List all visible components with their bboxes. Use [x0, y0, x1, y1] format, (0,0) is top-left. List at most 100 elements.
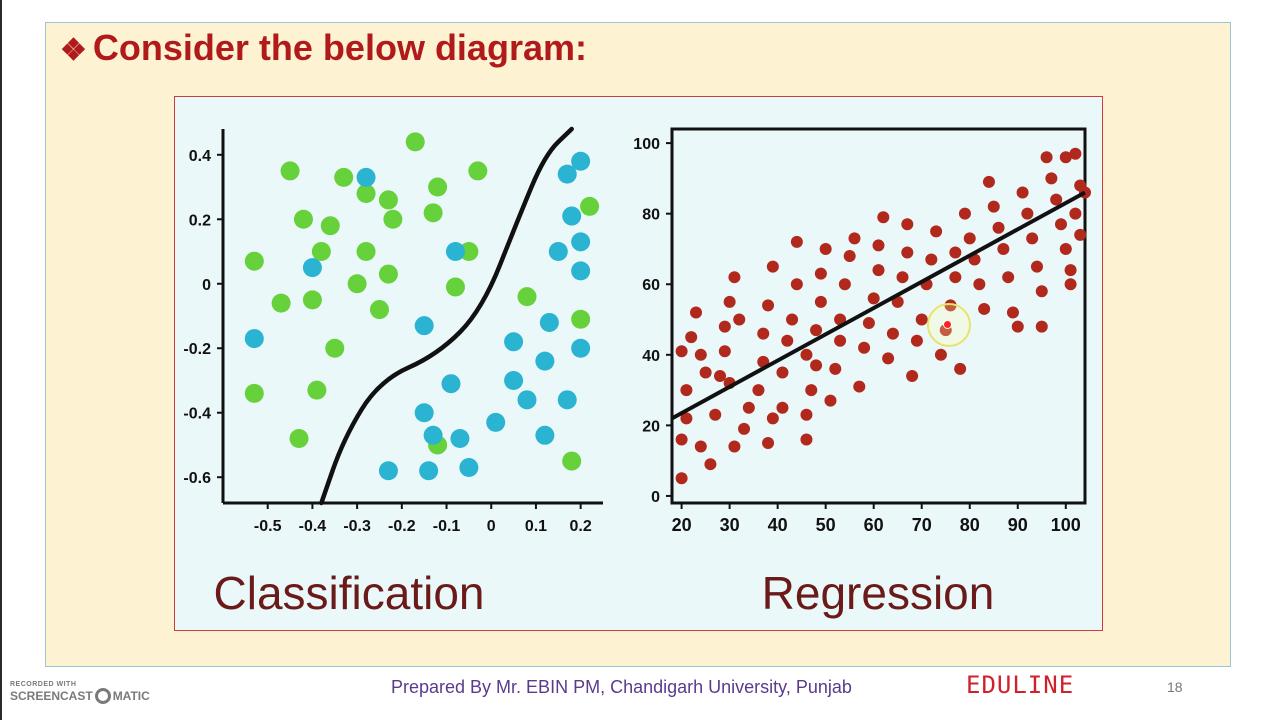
- diagram-figure: 0.4 0.2 0 -0.2 -0.4 -0.6 -0.5 -0.4 -0.3 -0.2 -0.1 0…: [174, 96, 1103, 631]
- regression-point: [901, 246, 914, 259]
- y-tick-label: -0.4: [183, 406, 211, 423]
- class-point: [383, 209, 403, 229]
- chart-caption: Regression: [762, 567, 995, 619]
- regression-point: [694, 440, 707, 453]
- diamond-bullet-icon: ❖: [60, 34, 87, 67]
- class-point: [548, 242, 568, 262]
- regression-point: [992, 221, 1005, 234]
- x-tick-label: -0.1: [433, 518, 461, 535]
- x-tick-label: 40: [768, 515, 788, 535]
- class-point: [468, 161, 488, 181]
- regression-point: [690, 306, 703, 319]
- class-point: [244, 383, 264, 403]
- regression-point: [714, 369, 727, 382]
- y-tick-label: 60: [642, 277, 660, 294]
- regression-point: [891, 295, 904, 308]
- class-point: [571, 261, 591, 281]
- class-point: [369, 300, 389, 320]
- class-point: [459, 458, 479, 478]
- class-point: [486, 412, 506, 432]
- regression-point: [1011, 320, 1024, 333]
- regression-point: [1064, 278, 1077, 291]
- class-point: [445, 242, 465, 262]
- regression-point: [1069, 147, 1082, 160]
- regression-point: [848, 232, 861, 245]
- class-point: [504, 332, 524, 352]
- class-point: [580, 196, 600, 216]
- regression-point: [829, 362, 842, 375]
- regression-point: [675, 472, 688, 485]
- regression-point: [1006, 306, 1019, 319]
- y-tick-label: 0.2: [189, 212, 211, 229]
- regression-point: [699, 366, 712, 379]
- regression-point: [814, 267, 827, 280]
- window-left-border: [0, 0, 2, 720]
- class-point: [539, 312, 559, 332]
- regression-point: [867, 292, 880, 305]
- class-point: [307, 380, 327, 400]
- regression-point: [1054, 218, 1067, 231]
- class-point: [325, 338, 345, 358]
- y-tick-label: 20: [642, 418, 660, 435]
- class-point: [302, 290, 322, 310]
- regression-point: [675, 433, 688, 446]
- regression-point: [896, 271, 909, 284]
- regression-point: [810, 359, 823, 372]
- x-tick-label: 70: [912, 515, 932, 535]
- regression-point: [752, 384, 765, 397]
- regression-point: [872, 264, 885, 277]
- regression-point: [886, 327, 899, 340]
- regression-point: [800, 408, 813, 421]
- class-point: [378, 461, 398, 481]
- class-point: [320, 216, 340, 236]
- regression-point: [742, 401, 755, 414]
- regression-point: [997, 242, 1010, 255]
- regression-point: [680, 384, 693, 397]
- regression-point: [930, 225, 943, 238]
- regression-point: [790, 278, 803, 291]
- class-point: [271, 293, 291, 313]
- class-point: [445, 277, 465, 297]
- class-point: [378, 190, 398, 210]
- slide-title-text: Consider the below diagram:: [92, 27, 587, 68]
- class-point: [441, 374, 461, 394]
- regression-point: [685, 331, 698, 344]
- class-point: [562, 206, 582, 226]
- class-point: [562, 451, 582, 471]
- class-point: [244, 251, 264, 271]
- y-tick-label: -0.6: [183, 470, 211, 487]
- class-point: [356, 183, 376, 203]
- class-point: [517, 287, 537, 307]
- regression-line: [671, 190, 1086, 421]
- x-tick-label: 90: [1008, 515, 1028, 535]
- regression-point: [1026, 232, 1039, 245]
- watermark-main: SCREENCAST MATIC: [10, 688, 150, 704]
- record-circle-icon: [94, 688, 111, 704]
- slide-title: ❖ Consider the below diagram:: [60, 27, 587, 69]
- x-tick-label: 80: [960, 515, 980, 535]
- chart-caption: Classification: [214, 567, 485, 619]
- regression-point: [963, 232, 976, 245]
- regression-point: [958, 207, 971, 220]
- regression-point: [781, 334, 794, 347]
- brand-logo-text: EDULINE: [966, 671, 1075, 699]
- regression-point: [800, 348, 813, 361]
- regression-point: [786, 313, 799, 326]
- regression-point: [718, 320, 731, 333]
- regression-point: [1050, 193, 1063, 206]
- page-number: 18: [1167, 679, 1183, 695]
- regression-point: [987, 200, 1000, 213]
- regression-point: [1035, 285, 1048, 298]
- diagram-svg: 0.4 0.2 0 -0.2 -0.4 -0.6 -0.5 -0.4 -0.3 -0.2 -0.1 0…: [183, 126, 1091, 619]
- regression-point: [1059, 242, 1072, 255]
- regression-point: [819, 242, 832, 255]
- class-point: [517, 390, 537, 410]
- regression-point: [978, 302, 991, 315]
- regression-point: [1002, 271, 1015, 284]
- regression-point: [814, 295, 827, 308]
- regression-point: [790, 235, 803, 248]
- regression-point: [733, 313, 746, 326]
- regression-point: [1016, 186, 1029, 199]
- regression-point: [949, 246, 962, 259]
- regression-point: [954, 362, 967, 375]
